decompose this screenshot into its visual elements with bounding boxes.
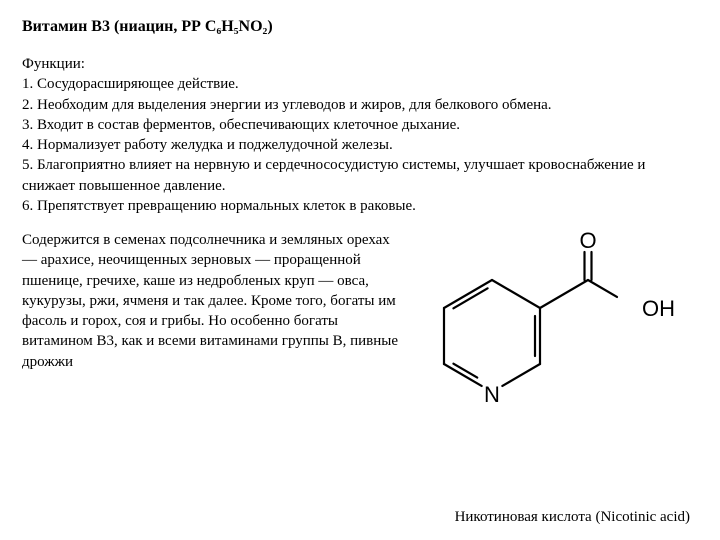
function-item-6: 6. Препятствует превращению нормальных к… (22, 196, 698, 216)
functions-label: Функции: (22, 54, 698, 74)
svg-text:N: N (484, 382, 500, 407)
function-item-4: 4. Нормализует работу желудка и поджелуд… (22, 135, 698, 155)
function-item-1: 1. Сосудорасширяющее действие. (22, 74, 698, 94)
function-item-5: 5. Благоприятно влияет на нервную и серд… (22, 155, 698, 196)
molecule-svg: N O OH (412, 230, 692, 430)
svg-text:OH: OH (642, 296, 675, 321)
sources-paragraph: Содержится в семенах подсолнечника и зем… (22, 230, 402, 372)
molecule-caption: Никотиновая кислота (Nicotinic acid) (455, 509, 690, 526)
slide-page: Витамин В3 (ниацин, РР C₆H₅NO₂) Функции:… (0, 0, 720, 540)
function-item-3: 3. Входит в состав ферментов, обеспечива… (22, 115, 698, 135)
molecule-area: N O OH (412, 230, 698, 450)
functions-block: Функции: 1. Сосудорасширяющее действие. … (22, 54, 698, 216)
lower-row: Содержится в семенах подсолнечника и зем… (22, 230, 698, 450)
svg-text:O: O (579, 230, 596, 253)
function-item-2: 2. Необходим для выделения энергии из уг… (22, 95, 698, 115)
slide-title: Витамин В3 (ниацин, РР C₆H₅NO₂) (22, 18, 698, 36)
